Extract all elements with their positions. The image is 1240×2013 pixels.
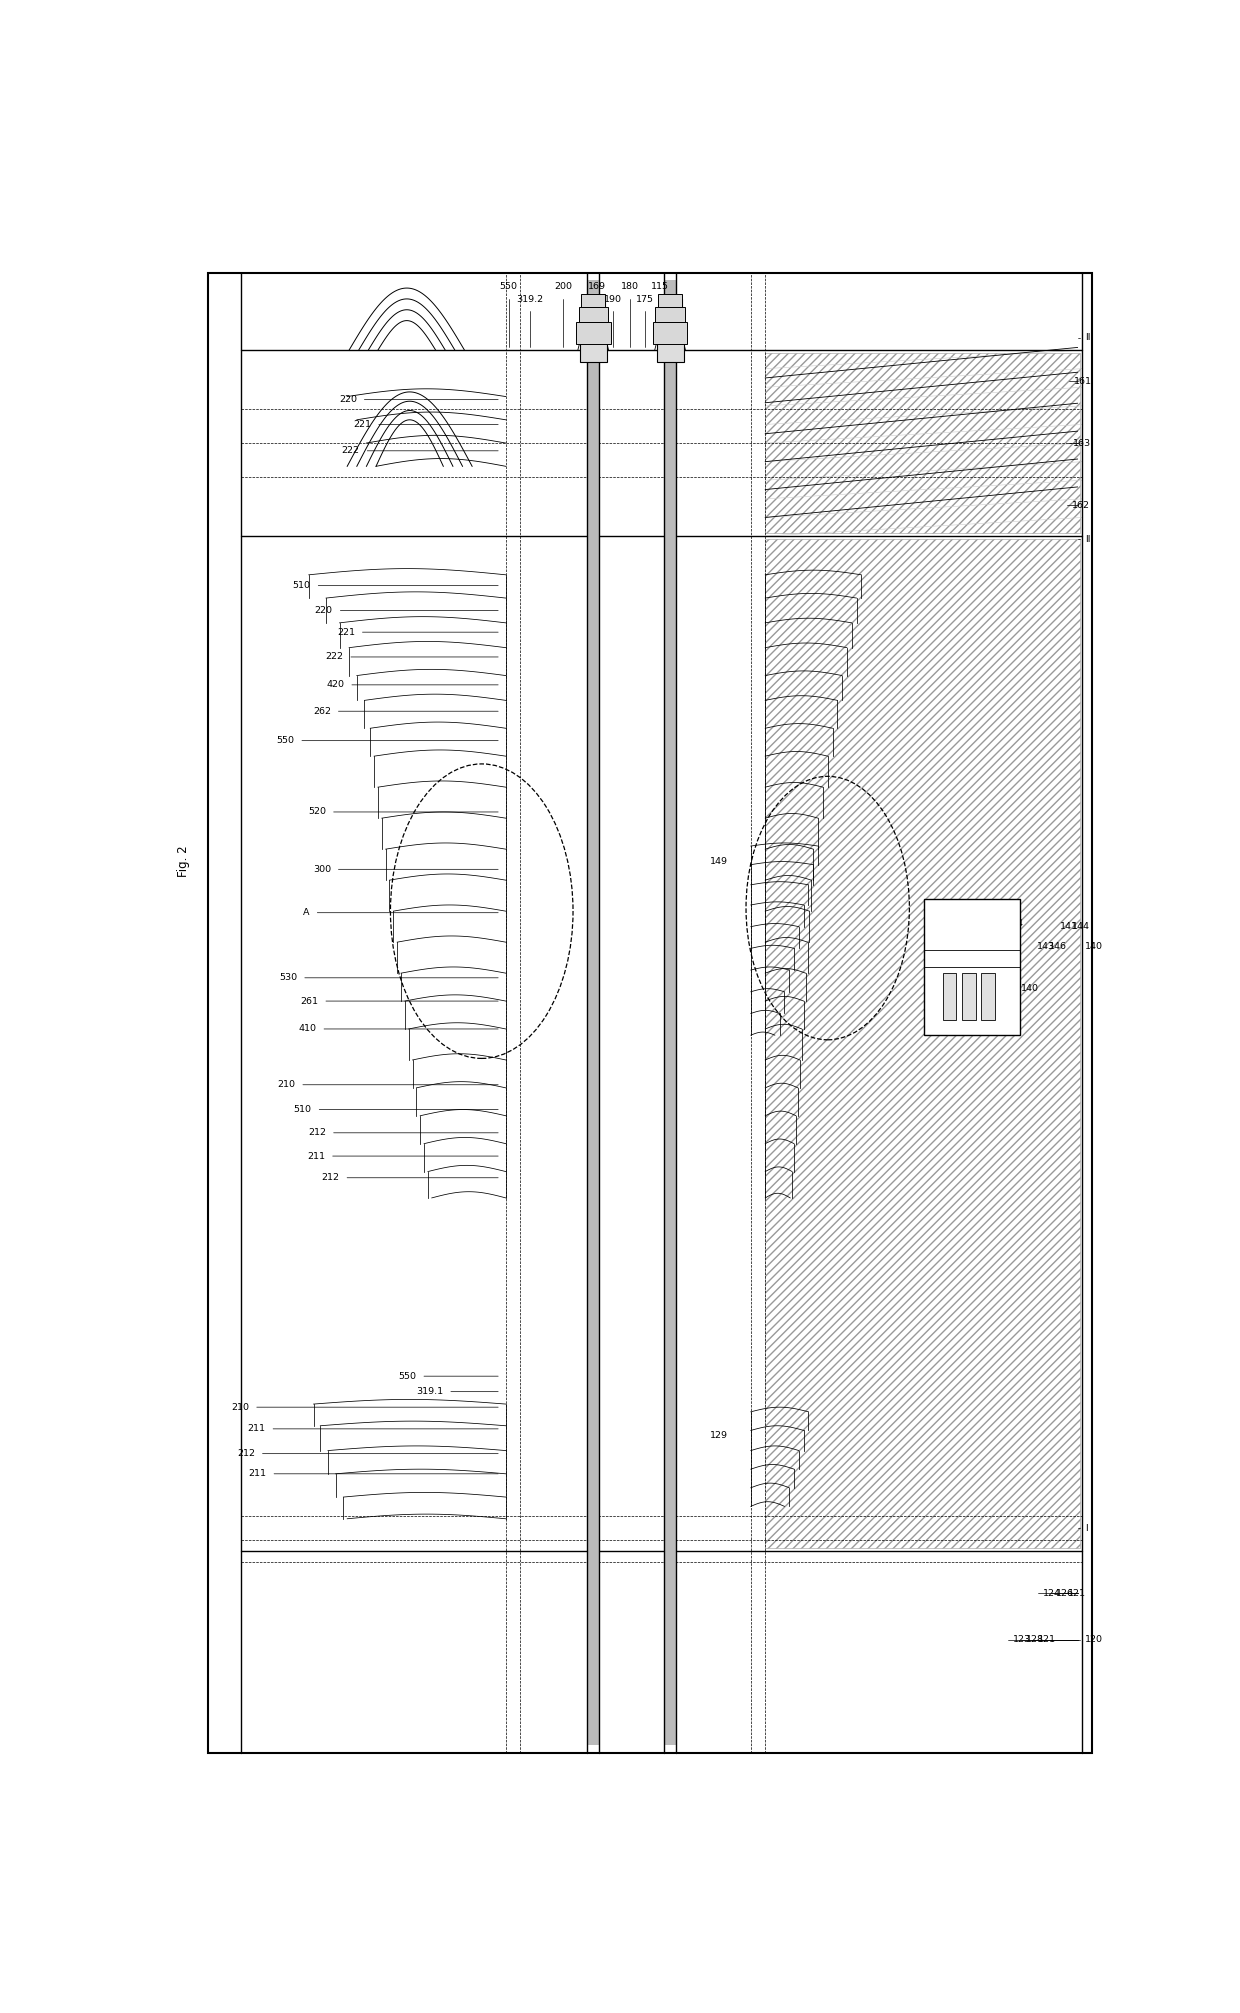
Text: 123: 123 bbox=[1013, 1635, 1032, 1645]
Text: 128: 128 bbox=[1025, 1635, 1044, 1645]
Text: 121: 121 bbox=[1068, 1588, 1086, 1598]
Text: 420: 420 bbox=[326, 680, 345, 688]
Text: 410: 410 bbox=[299, 1025, 316, 1033]
Text: 146: 146 bbox=[976, 942, 993, 952]
Text: 120: 120 bbox=[1085, 1635, 1104, 1645]
Text: Fig. 2: Fig. 2 bbox=[177, 845, 190, 878]
Text: 520: 520 bbox=[308, 807, 326, 817]
Text: 222: 222 bbox=[342, 447, 360, 455]
Text: 210: 210 bbox=[278, 1081, 295, 1089]
Text: 211: 211 bbox=[248, 1425, 265, 1433]
Bar bbox=[765, 352, 1080, 533]
Text: A: A bbox=[304, 908, 310, 918]
Bar bbox=[924, 898, 1021, 1035]
Text: 550: 550 bbox=[398, 1371, 417, 1381]
Bar bbox=[652, 322, 687, 344]
Text: 550: 550 bbox=[277, 737, 294, 745]
Text: 146: 146 bbox=[1049, 942, 1066, 952]
Text: 140: 140 bbox=[1085, 942, 1104, 952]
Text: 212: 212 bbox=[237, 1449, 255, 1457]
Text: 175: 175 bbox=[636, 294, 655, 304]
Text: 143: 143 bbox=[1037, 942, 1055, 952]
Text: I: I bbox=[1085, 1524, 1087, 1532]
Bar bbox=[665, 280, 676, 1745]
Text: III: III bbox=[1085, 334, 1094, 342]
Bar bbox=[580, 316, 606, 362]
Text: 140: 140 bbox=[1021, 984, 1039, 992]
Text: 221: 221 bbox=[337, 628, 355, 636]
Text: 169: 169 bbox=[588, 282, 606, 292]
Bar bbox=[962, 972, 976, 1021]
Text: 143: 143 bbox=[961, 942, 980, 952]
Bar bbox=[657, 316, 683, 362]
Text: 144: 144 bbox=[1006, 920, 1024, 928]
Bar bbox=[658, 294, 682, 306]
Text: 129: 129 bbox=[709, 1431, 728, 1439]
Text: 220: 220 bbox=[339, 395, 357, 405]
Text: 200: 200 bbox=[554, 282, 573, 292]
Text: 212: 212 bbox=[321, 1174, 340, 1182]
Text: 161: 161 bbox=[1074, 376, 1091, 386]
Text: 319.2: 319.2 bbox=[516, 294, 543, 304]
Text: 222: 222 bbox=[325, 652, 343, 662]
Text: 220: 220 bbox=[315, 606, 332, 614]
Text: 510: 510 bbox=[294, 1105, 311, 1113]
Text: 300: 300 bbox=[312, 866, 331, 874]
Bar bbox=[656, 306, 684, 322]
Text: 261: 261 bbox=[300, 996, 319, 1006]
Text: 163: 163 bbox=[1073, 439, 1091, 447]
Bar bbox=[588, 280, 599, 1745]
Text: 180: 180 bbox=[621, 282, 639, 292]
Text: 319.1: 319.1 bbox=[417, 1387, 444, 1397]
Text: 162: 162 bbox=[1071, 501, 1090, 509]
Text: 141: 141 bbox=[992, 920, 1009, 928]
Text: 121: 121 bbox=[1038, 1635, 1056, 1645]
Text: 141: 141 bbox=[1060, 922, 1079, 932]
Bar bbox=[582, 294, 605, 306]
Text: 144: 144 bbox=[1071, 922, 1090, 932]
Text: 510: 510 bbox=[293, 582, 311, 590]
Bar bbox=[582, 298, 605, 326]
Text: 210: 210 bbox=[231, 1403, 249, 1411]
Text: 262: 262 bbox=[312, 707, 331, 717]
Text: II: II bbox=[1085, 535, 1091, 544]
Text: 149: 149 bbox=[709, 858, 728, 866]
Bar bbox=[575, 322, 610, 344]
Text: 126: 126 bbox=[1055, 1588, 1074, 1598]
Text: 212: 212 bbox=[308, 1129, 326, 1137]
Bar bbox=[944, 972, 956, 1021]
Text: 550: 550 bbox=[500, 282, 517, 292]
Text: 110: 110 bbox=[665, 294, 683, 304]
Text: 221: 221 bbox=[353, 421, 371, 429]
Bar bbox=[658, 298, 682, 326]
Text: 115: 115 bbox=[651, 282, 668, 292]
Bar bbox=[982, 972, 994, 1021]
Text: 211: 211 bbox=[308, 1151, 325, 1162]
Bar bbox=[765, 539, 1080, 1548]
Text: 190: 190 bbox=[604, 294, 622, 304]
Text: 124: 124 bbox=[1043, 1588, 1061, 1598]
Text: 530: 530 bbox=[279, 974, 298, 982]
Bar bbox=[579, 306, 608, 322]
Text: 211: 211 bbox=[248, 1469, 267, 1478]
